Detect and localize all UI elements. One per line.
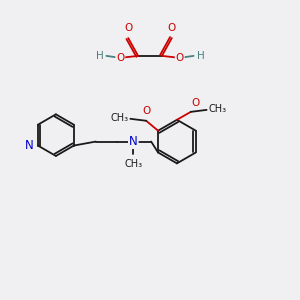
Text: O: O bbox=[176, 53, 184, 63]
Text: O: O bbox=[142, 106, 150, 116]
Text: H: H bbox=[196, 51, 204, 61]
Text: O: O bbox=[168, 23, 176, 33]
Text: O: O bbox=[116, 53, 124, 63]
Text: H: H bbox=[96, 51, 104, 61]
Text: N: N bbox=[129, 135, 138, 148]
Text: O: O bbox=[192, 98, 200, 108]
Text: CH₃: CH₃ bbox=[124, 159, 142, 170]
Text: CH₃: CH₃ bbox=[110, 113, 128, 123]
Text: CH₃: CH₃ bbox=[208, 104, 227, 114]
Text: O: O bbox=[124, 23, 132, 33]
Text: N: N bbox=[25, 139, 34, 152]
